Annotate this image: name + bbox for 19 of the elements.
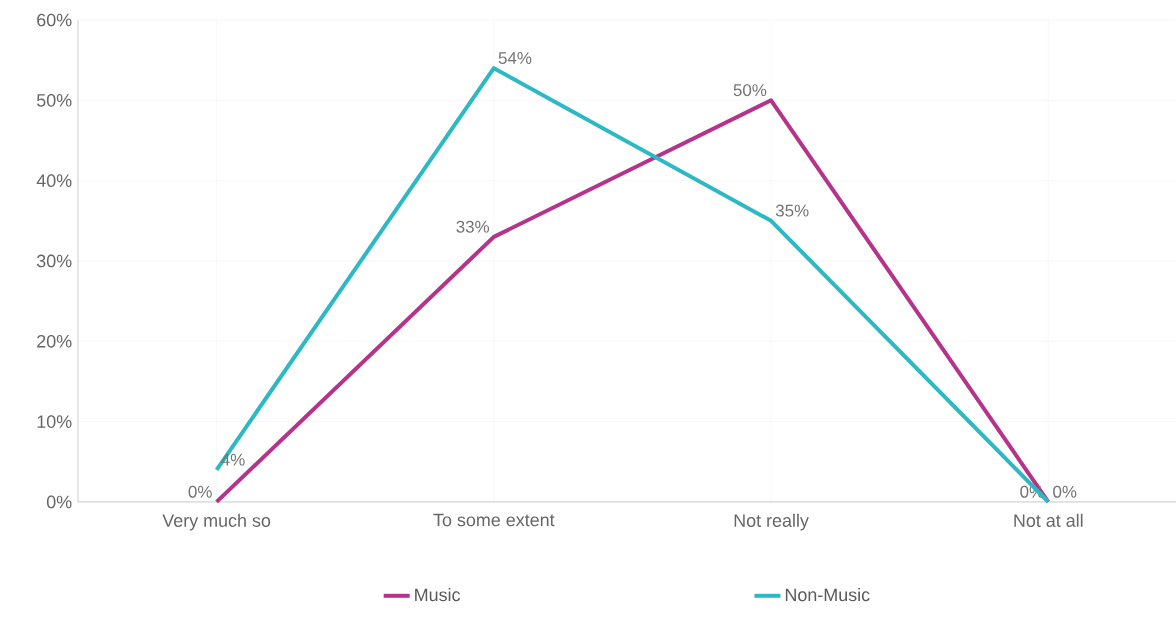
y-tick-label: 50% xyxy=(36,94,72,107)
legend-label: Music xyxy=(415,588,461,602)
x-tick-label: Very much so xyxy=(162,513,271,531)
y-tick-label: 20% xyxy=(37,334,72,348)
y-tick-label: 0% xyxy=(46,495,72,509)
data-label: 54% xyxy=(498,52,532,65)
data-label: 0% xyxy=(1053,485,1077,498)
y-tick-label: 40% xyxy=(36,174,72,188)
y-tick-label: 10% xyxy=(37,415,72,428)
y-tick-label: 30% xyxy=(36,254,72,268)
legend-label: Non-Music xyxy=(785,588,870,602)
x-tick-label: To some extent xyxy=(433,513,555,527)
data-label: 0% xyxy=(188,485,212,498)
data-label: 35% xyxy=(775,204,809,217)
x-tick-label: Not at all xyxy=(1014,513,1083,527)
x-tick-label: Not really xyxy=(734,513,809,531)
y-tick-label: 60% xyxy=(37,13,72,27)
data-label: 33% xyxy=(456,220,490,233)
data-label: 50% xyxy=(733,84,767,97)
